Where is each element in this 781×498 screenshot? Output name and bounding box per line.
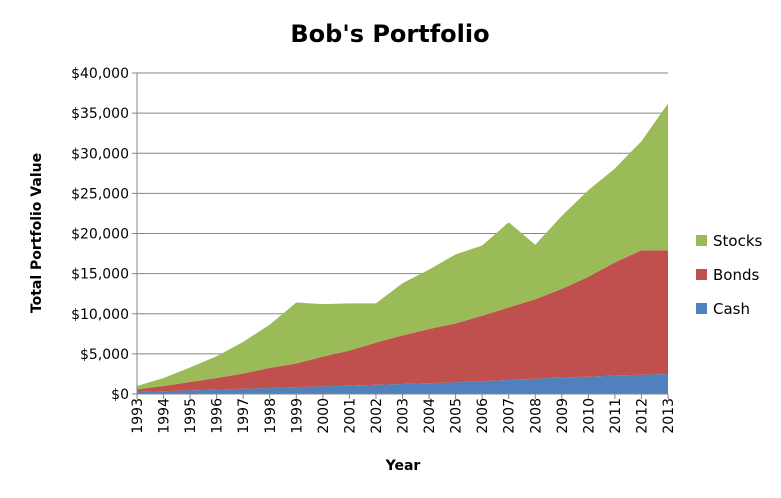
legend-swatch-stocks [696, 235, 707, 246]
legend-label-cash: Cash [713, 300, 750, 318]
y-tick-label: $30,000 [71, 146, 129, 162]
y-tick-label: $0 [111, 387, 129, 403]
x-tick-label: 1994 [157, 398, 173, 434]
x-tick-label: 2011 [608, 398, 624, 434]
x-tick-label: 2009 [555, 398, 571, 434]
y-tick-label: $25,000 [71, 186, 129, 202]
x-tick-label: 2000 [316, 398, 332, 434]
y-axis-ticks: $0 $5,000 $10,000 $15,000 $20,000 $25,000 $30,… [71, 66, 137, 403]
y-tick-label: $5,000 [80, 347, 129, 363]
x-tick-label: 2005 [449, 398, 465, 434]
x-tick-label: 2003 [396, 398, 412, 434]
x-tick-label: 1997 [236, 398, 252, 434]
x-tick-label: 1999 [289, 398, 305, 434]
x-axis-title: Year [385, 458, 421, 474]
y-axis-title: Total Portfolio Value [29, 153, 45, 313]
chart-title: Bob's Portfolio [290, 20, 489, 48]
x-tick-label: 2010 [581, 398, 597, 434]
legend: Stocks Bonds Cash [696, 232, 763, 318]
y-tick-label: $10,000 [71, 307, 129, 323]
x-tick-label: 2008 [528, 398, 544, 434]
area-stocks [137, 103, 668, 390]
x-tick-label: 2006 [475, 398, 491, 434]
x-tick-label: 1995 [183, 398, 199, 434]
x-axis-ticks: 1993 1994 1995 1996 1997 1998 1999 2000 2001 2002… [130, 394, 677, 434]
plot-areas [137, 103, 668, 394]
x-tick-label: 2001 [342, 398, 358, 434]
legend-swatch-cash [696, 303, 707, 314]
gridlines [137, 72, 668, 355]
x-tick-label: 2007 [502, 398, 518, 434]
x-tick-label: 2013 [661, 398, 677, 434]
x-tick-label: 2002 [369, 398, 385, 434]
y-tick-label: $15,000 [71, 267, 129, 283]
legend-label-stocks: Stocks [713, 232, 763, 250]
y-tick-label: $40,000 [71, 66, 129, 82]
x-tick-label: 1996 [210, 398, 226, 434]
legend-swatch-bonds [696, 269, 707, 280]
x-tick-label: 1998 [263, 398, 279, 434]
y-tick-label: $35,000 [71, 106, 129, 122]
y-tick-label: $20,000 [71, 227, 129, 243]
area-bonds [137, 250, 668, 392]
x-tick-label: 1993 [130, 398, 146, 434]
legend-label-bonds: Bonds [713, 266, 759, 284]
x-tick-label: 2012 [634, 398, 650, 434]
x-tick-label: 2004 [422, 398, 438, 434]
